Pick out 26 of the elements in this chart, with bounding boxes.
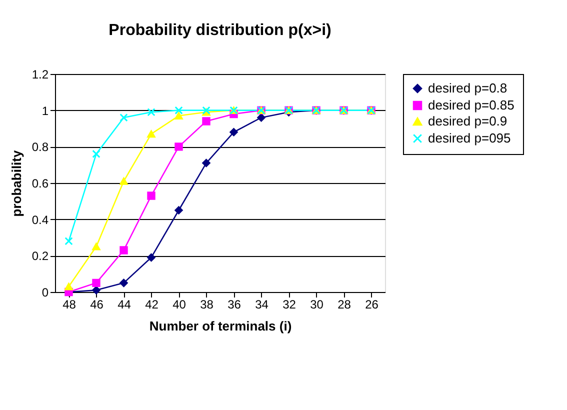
y-tick-label: 0.2	[32, 249, 49, 264]
y-tick-label: 0.6	[32, 176, 49, 190]
x-tick-label: 42	[145, 298, 159, 312]
y-tick-label: 1.2	[32, 68, 49, 82]
x-tick-label: 34	[255, 298, 269, 312]
chart-title: Probability distribution p(x>i)	[108, 22, 332, 39]
x-tick-label: 32	[282, 298, 296, 312]
legend-label: desired p=0.9	[428, 114, 508, 128]
x-tick-label: 44	[118, 298, 132, 312]
x-tick-label: 28	[338, 298, 352, 312]
x-tick-label: 38	[200, 298, 214, 312]
legend-label: desired p=095	[428, 130, 511, 146]
y-tick-label: 0.4	[32, 212, 49, 227]
x-tick-label: 48	[62, 298, 76, 312]
y-tick-label: 0.8	[32, 140, 49, 154]
x-tick-label: 30	[310, 298, 324, 312]
x-tick-label: 46	[90, 298, 104, 312]
y-tick-label: 0	[42, 286, 49, 300]
y-tick-label: 1	[42, 104, 49, 118]
legend-label: desired p=0.8	[428, 80, 508, 96]
x-axis-title: Number of terminals (i)	[149, 318, 292, 334]
x-tick-label: 26	[365, 298, 379, 312]
y-axis-title: probability	[8, 150, 24, 217]
legend-label: desired p=0.85	[428, 98, 514, 112]
x-tick-label: 40	[172, 298, 186, 312]
x-tick-label: 36	[228, 298, 242, 312]
